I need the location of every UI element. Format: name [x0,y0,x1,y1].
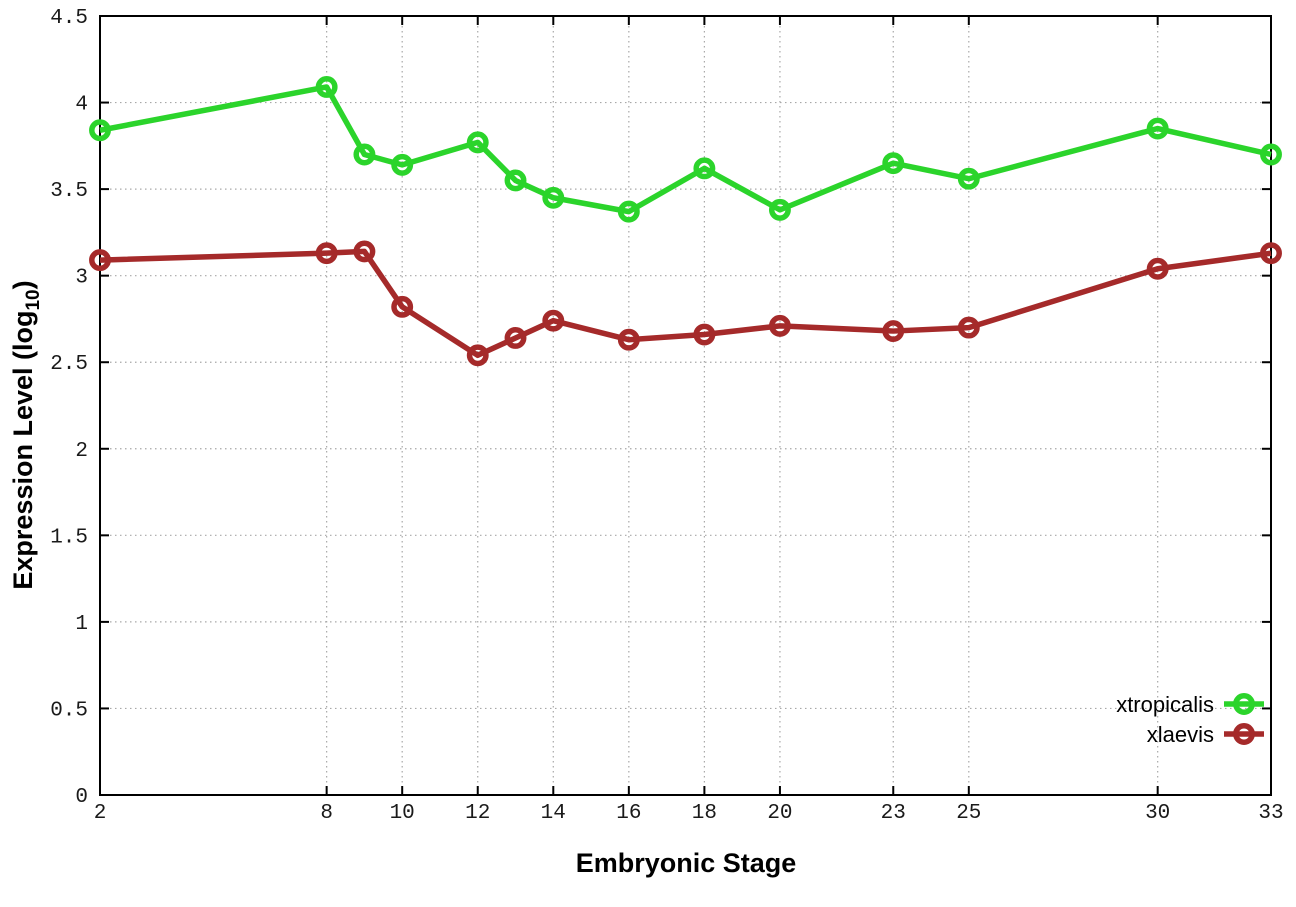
legend-sample-marker-xtropicalis [1233,693,1255,715]
y-tick-label: 1 [75,613,88,636]
series-line-xtropicalis [99,84,1272,215]
data-point-xtropicalis [617,200,640,223]
y-tick-label: 0.5 [50,699,88,722]
data-point-xtropicalis [768,198,791,221]
data-point-xtropicalis [693,157,716,180]
data-point-xtropicalis [957,167,980,190]
y-tick-label: 2 [75,440,88,463]
legend: xtropicalis xlaevis [1116,692,1264,747]
x-tick-label: 18 [692,802,717,825]
data-point-xlaevis [1260,242,1282,265]
x-tick-label: 14 [541,802,566,825]
data-point-xlaevis [882,320,905,343]
series-layer [89,76,1282,367]
data-point-xlaevis [466,344,489,367]
data-point-xtropicalis [542,186,565,209]
plot-border [99,15,1272,796]
data-point-xlaevis [1146,257,1169,280]
legend-sample-marker-xlaevis [1233,723,1255,745]
y-axis-title-prefix: Expression Level (log [8,311,38,590]
tick-labels-layer: 2 8 10 12 14 16 18 20 23 25 30 33 0 0.5 1 1.5 2 2.5 3 3.5 4 4… [50,7,1283,825]
y-axis-title-suffix: ) [8,280,38,289]
data-point-xtropicalis [315,76,338,98]
axis-ticks-layer [99,15,1272,796]
x-tick-label: 2 [94,802,107,825]
data-point-xlaevis [504,327,527,349]
data-point-xlaevis [89,249,111,272]
x-axis-title: Embryonic Stage [576,848,797,878]
y-tick-label: 3 [75,267,88,290]
plot-border-layer [99,15,1272,796]
series-line-xlaevis [99,248,1272,359]
y-tick-label: 1.5 [50,526,88,549]
x-tick-label: 8 [320,802,333,825]
data-point-xlaevis [957,316,980,339]
y-tick-label: 4.5 [50,7,88,30]
data-point-xlaevis [353,240,376,263]
data-point-xtropicalis [466,131,489,154]
x-tick-label: 16 [616,802,641,825]
data-point-xlaevis [391,295,414,318]
y-tick-label: 4 [75,94,88,117]
legend-label-xlaevis: xlaevis [1147,722,1214,747]
y-tick-label: 0 [75,786,88,809]
data-point-xlaevis [693,323,716,346]
data-point-xlaevis [315,242,338,265]
data-point-xtropicalis [882,152,905,175]
x-tick-label: 12 [465,802,490,825]
data-point-xlaevis [768,314,791,337]
data-point-xlaevis [542,309,565,332]
x-tick-label: 33 [1258,802,1283,825]
data-point-xtropicalis [391,153,414,176]
x-tick-label: 23 [881,802,906,825]
data-point-xtropicalis [1146,117,1169,140]
x-tick-label: 30 [1145,802,1170,825]
gridlines-layer [100,16,1271,795]
data-point-xtropicalis [353,143,376,166]
data-point-xlaevis [617,328,640,351]
x-tick-label: 10 [390,802,415,825]
data-point-xtropicalis [1260,143,1282,166]
data-point-xtropicalis [504,169,527,192]
y-axis-title: Expression Level (log10) [8,280,44,589]
y-tick-label: 2.5 [50,353,88,376]
x-tick-label: 25 [956,802,981,825]
y-tick-label: 3.5 [50,180,88,203]
x-tick-label: 20 [767,802,792,825]
y-axis-title-subscript: 10 [23,289,44,310]
legend-label-xtropicalis: xtropicalis [1116,692,1214,717]
data-point-xtropicalis [89,119,111,142]
